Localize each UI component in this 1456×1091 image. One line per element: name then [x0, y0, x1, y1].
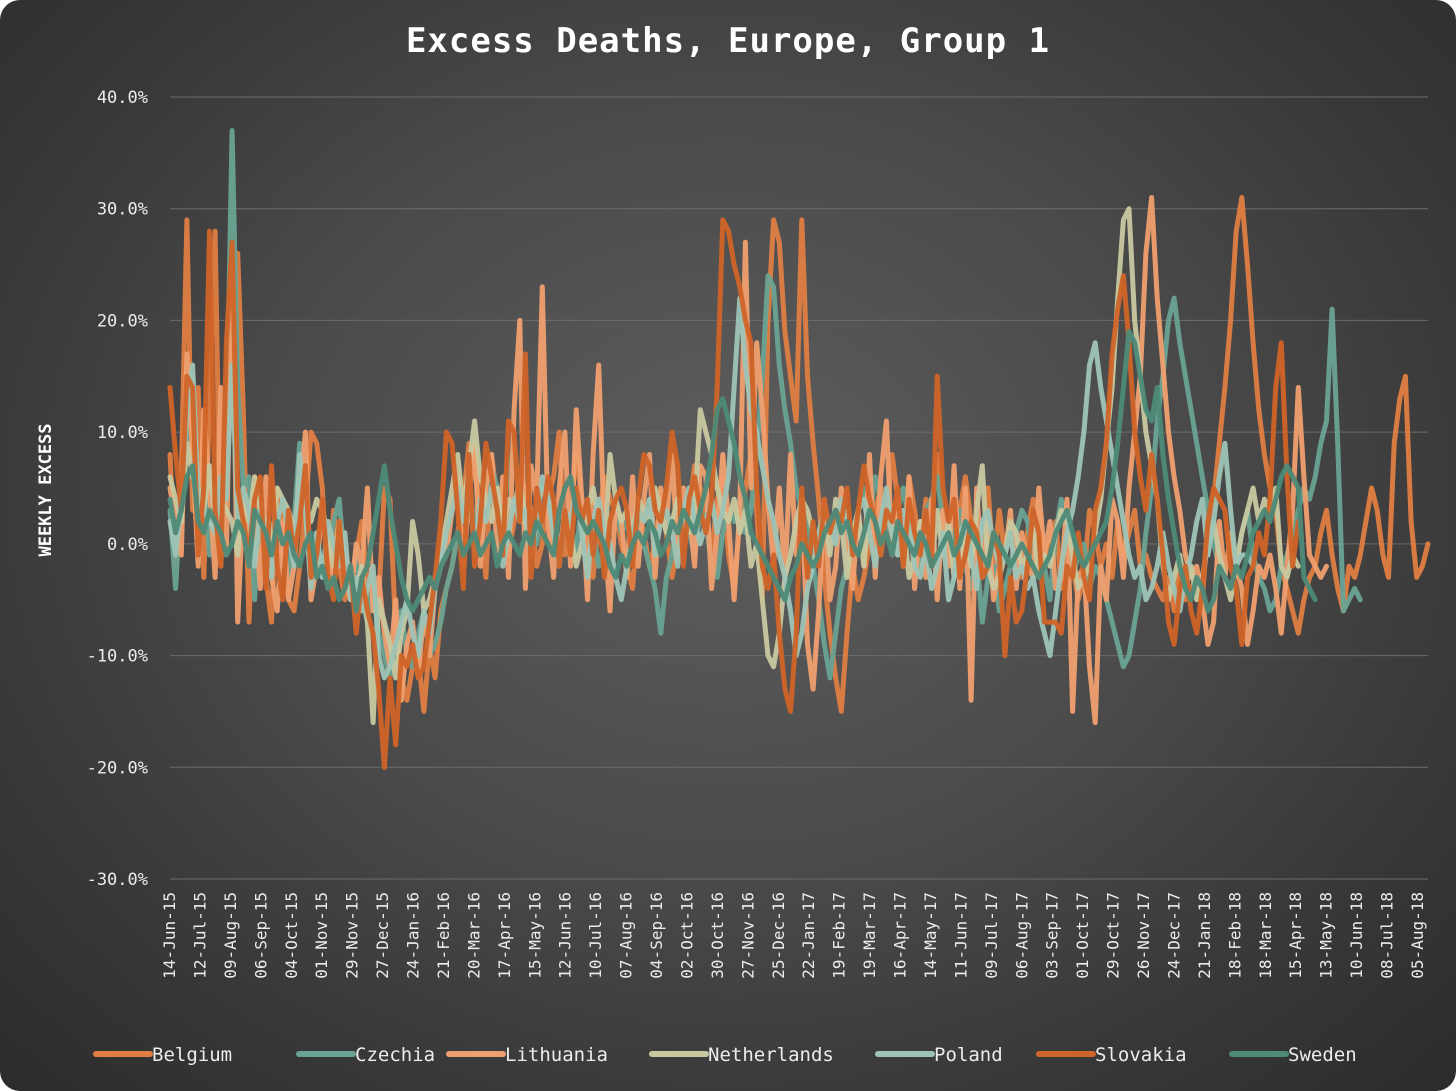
legend-label-sweden: Sweden: [1288, 1044, 1357, 1066]
x-tick-label: 06-Aug-17: [1012, 892, 1031, 979]
y-tick-label: -30.0%: [87, 870, 148, 890]
chart-title: Excess Deaths, Europe, Group 1: [406, 21, 1050, 61]
x-tick-label: 19-Feb-17: [830, 892, 849, 979]
legend-label-belgium: Belgium: [152, 1044, 232, 1066]
x-tick-label: 15-May-16: [525, 892, 544, 979]
y-tick-label: -20.0%: [87, 758, 148, 778]
y-tick-label: 0.0%: [107, 535, 148, 555]
x-tick-label: 17-Apr-16: [495, 892, 514, 979]
x-tick-label: 21-Jan-18: [1195, 892, 1214, 979]
x-tick-label: 14-May-17: [921, 892, 940, 979]
x-tick-label: 15-Apr-18: [1286, 892, 1305, 979]
x-tick-label: 09-Aug-15: [221, 892, 240, 979]
y-tick-label: 10.0%: [97, 423, 148, 443]
x-tick-label: 10-Jul-16: [586, 892, 605, 979]
y-axis-tick-labels: 40.0% 30.0% 20.0% 10.0% 0.0% -10.0% -20.0% -30.…: [87, 88, 148, 890]
x-tick-label: 20-Mar-16: [464, 892, 483, 979]
x-tick-label: 24-Dec-17: [1165, 892, 1184, 979]
x-tick-label: 29-Nov-15: [343, 892, 362, 979]
series-line-slovakia: [167, 217, 1301, 770]
x-tick-label: 24-Jan-16: [404, 892, 423, 979]
x-tick-label: 13-May-18: [1317, 892, 1336, 979]
x-tick-label: 14-Jun-15: [160, 892, 179, 979]
y-axis-title: WEEKLY EXCESS: [36, 423, 56, 556]
x-tick-label: 27-Nov-16: [738, 892, 757, 979]
y-tick-label: 20.0%: [97, 311, 148, 331]
legend-label-lithuania: Lithuania: [505, 1044, 608, 1066]
x-axis-tick-labels: 14-Jun-15 12-Jul-15 09-Aug-15 06-Sep-15 04-O…: [160, 892, 1427, 979]
x-tick-label: 03-Sep-17: [1043, 892, 1062, 979]
x-tick-label: 05-Aug-18: [1408, 892, 1427, 979]
legend: Belgium Czechia Lithuania Netherlands Poland…: [93, 1044, 1357, 1066]
x-tick-label: 29-Oct-17: [1104, 892, 1123, 979]
y-tick-label: 40.0%: [97, 88, 148, 108]
x-tick-label: 16-Apr-17: [891, 892, 910, 979]
x-tick-label: 07-Aug-16: [617, 892, 636, 979]
x-tick-label: 18-Feb-18: [1225, 892, 1244, 979]
x-tick-label: 04-Oct-15: [282, 892, 301, 979]
x-tick-label: 10-Jun-18: [1347, 892, 1366, 979]
y-tick-label: 30.0%: [97, 200, 148, 220]
x-tick-label: 12-Jul-15: [190, 892, 209, 979]
x-tick-label: 06-Sep-15: [251, 892, 270, 979]
x-tick-label: 27-Dec-15: [373, 892, 392, 979]
legend-label-slovakia: Slovakia: [1095, 1044, 1187, 1066]
x-tick-label: 01-Nov-15: [312, 892, 331, 979]
x-tick-label: 09-Jul-17: [982, 892, 1001, 979]
x-tick-label: 08-Jul-18: [1378, 892, 1397, 979]
series-lines: [167, 128, 1431, 770]
x-tick-label: 12-Jun-16: [556, 892, 575, 979]
x-tick-label: 11-Jun-17: [951, 892, 970, 979]
x-tick-label: 21-Feb-16: [434, 892, 453, 979]
x-tick-label: 04-Sep-16: [647, 892, 666, 979]
legend-label-poland: Poland: [934, 1044, 1003, 1066]
x-tick-label: 22-Jan-17: [799, 892, 818, 979]
x-tick-label: 30-Oct-16: [708, 892, 727, 979]
x-tick-label: 18-Mar-18: [1256, 892, 1275, 979]
x-tick-label: 19-Mar-17: [860, 892, 879, 979]
x-tick-label: 25-Dec-16: [769, 892, 788, 979]
x-tick-label: 01-Oct-17: [1073, 892, 1092, 979]
legend-label-netherlands: Netherlands: [708, 1044, 834, 1066]
x-tick-label: 02-Oct-16: [678, 892, 697, 979]
y-tick-label: -10.0%: [87, 647, 148, 667]
legend-label-czechia: Czechia: [355, 1044, 435, 1066]
series-line-sweden: [167, 329, 1318, 614]
x-tick-label: 26-Nov-17: [1134, 892, 1153, 979]
